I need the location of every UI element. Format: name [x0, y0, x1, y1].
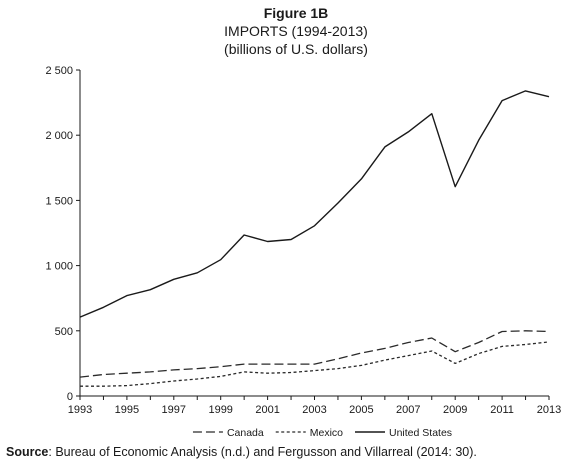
legend-label: United States [389, 427, 452, 439]
source-text: : Bureau of Economic Analysis (n.d.) and… [48, 445, 477, 459]
figure-label: Figure 1B [264, 5, 329, 21]
legend-item-canada: Canada [192, 427, 264, 439]
series-lines [79, 90, 550, 387]
chart-title: IMPORTS (1994-2013) [224, 23, 368, 39]
x-tick-label: 2011 [490, 404, 514, 416]
y-tick-label: 2 000 [45, 130, 73, 142]
x-tick-label: 2003 [302, 404, 326, 416]
chart-subtitle: (billions of U.S. dollars) [224, 41, 368, 57]
x-tick-label: 1997 [162, 404, 186, 416]
y-tick-label: 2 500 [45, 65, 73, 77]
x-tick-label: 2005 [349, 404, 373, 416]
y-tick-label: 0 [67, 391, 73, 403]
y-tick-label: 1 000 [45, 261, 73, 273]
series-line-mexico [80, 341, 550, 387]
x-tick-label: 2007 [396, 404, 420, 416]
x-tick-label: 2001 [255, 404, 279, 416]
axes: 0 500 1 000 1 500 2 000 2 500 1993 1995 1997 1999… [45, 65, 561, 416]
y-tick-label: 1 500 [45, 195, 73, 207]
series-line-united-states [79, 90, 550, 318]
x-tick-label: 1999 [208, 404, 232, 416]
y-tick-label: 500 [55, 326, 73, 338]
legend-item-mexico: Mexico [275, 427, 343, 439]
source-note: Source: Bureau of Economic Analysis (n.d… [6, 445, 477, 459]
x-tick-label: 1993 [68, 404, 92, 416]
x-tick-label: 1995 [115, 404, 139, 416]
legend-label: Mexico [310, 427, 343, 439]
legend: Canada Mexico United States [192, 427, 452, 439]
x-tick-label: 2009 [443, 404, 467, 416]
legend-label: Canada [227, 427, 264, 439]
source-label: Source [6, 445, 49, 459]
x-tick-label: 2013 [537, 404, 561, 416]
legend-item-united-states: United States [355, 427, 452, 439]
series-line-canada [79, 330, 550, 378]
